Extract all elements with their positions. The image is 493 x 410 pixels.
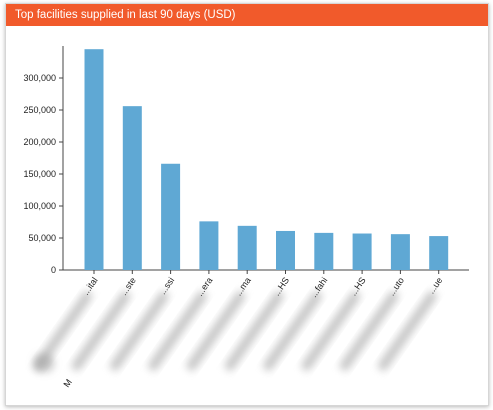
y-tick-label: 200,000	[23, 137, 56, 147]
category-label: ...fahi	[309, 275, 330, 299]
category-label: ...ue	[426, 275, 444, 295]
partial-category-label: M	[61, 377, 73, 389]
y-tick-label: 150,000	[23, 169, 56, 179]
category-label: ...ssi	[157, 275, 176, 296]
bars-group	[84, 49, 449, 274]
category-label: ...ital	[81, 275, 100, 296]
redacted-label-blur	[301, 291, 361, 371]
redacted-label-blur	[71, 291, 131, 371]
y-axis-ticks: 0 50,000 100,000 150,000 200,000 250,000 300,0…	[23, 73, 63, 275]
y-tick-label: 250,000	[23, 105, 56, 115]
category-label: ...ma	[233, 275, 253, 297]
y-tick-label: 50,000	[28, 233, 56, 243]
category-label: ...era	[195, 275, 215, 298]
redacted-label-blur	[263, 291, 322, 371]
bar-chart: 0 50,000 100,000 150,000 200,000 250,000 300,0…	[23, 46, 469, 389]
redacted-label-blur	[109, 291, 169, 371]
bar	[161, 163, 181, 270]
bar	[237, 225, 257, 270]
redacted-label-blur	[33, 291, 93, 371]
bar	[276, 230, 295, 270]
bar	[84, 49, 104, 271]
redacted-label-blur	[378, 291, 437, 371]
redacted-label-blur	[148, 291, 208, 371]
category-label: ...ste	[119, 275, 138, 297]
redacted-label-blur	[339, 291, 399, 371]
y-tick-label: 300,000	[23, 73, 56, 83]
chart-title: Top facilities supplied in last 90 days …	[6, 4, 488, 26]
bar	[429, 236, 449, 270]
category-label: ...HS	[348, 275, 368, 297]
redacted-label-blur	[34, 354, 54, 372]
bar	[199, 221, 219, 270]
chart-card: Top facilities supplied in last 90 days …	[5, 3, 489, 406]
bar	[390, 234, 410, 270]
y-tick-label: 0	[51, 265, 56, 275]
y-tick-label: 100,000	[23, 201, 56, 211]
category-label: ...uto	[386, 275, 406, 297]
category-label: ...HS	[271, 275, 291, 297]
redacted-label-blur	[186, 291, 246, 371]
bar	[122, 106, 142, 270]
bar	[314, 232, 334, 270]
bar	[352, 233, 372, 270]
redacted-label-blur	[224, 291, 284, 371]
redacted-category-labels	[33, 291, 437, 372]
